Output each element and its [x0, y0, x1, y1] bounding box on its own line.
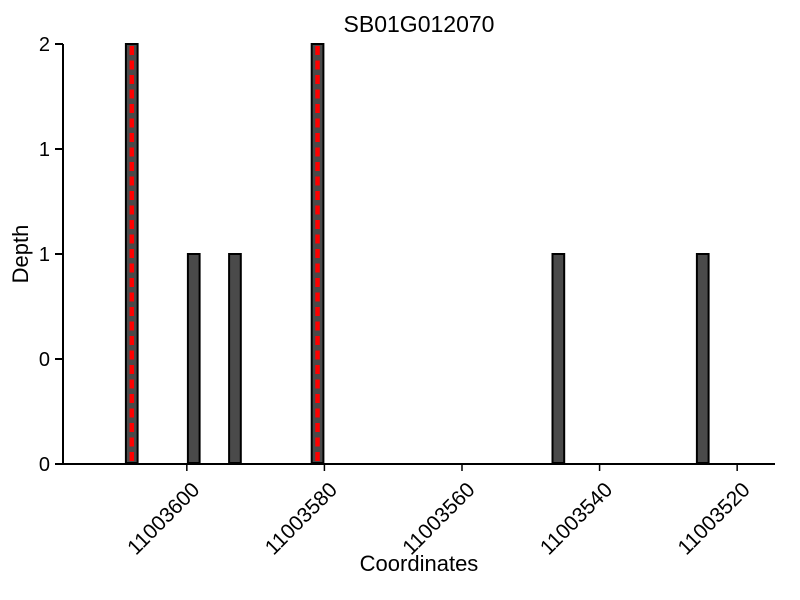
coverage-bar — [228, 253, 242, 464]
y-tick-label: 1 — [39, 244, 50, 266]
y-tick-label: 2 — [39, 34, 50, 56]
x-tick-label: 11003560 — [398, 478, 479, 559]
x-tick-label: 11003520 — [673, 478, 754, 559]
chart-title: SB01G012070 — [343, 11, 495, 37]
coverage-bar — [695, 253, 710, 464]
y-tick-label: 0 — [39, 454, 50, 476]
x-tick-label: 11003600 — [123, 478, 204, 559]
x-tick-label: 11003540 — [536, 478, 617, 559]
y-tick-label: 0 — [39, 349, 50, 371]
coverage-bar — [551, 253, 566, 464]
coverage-bar — [186, 253, 201, 464]
y-axis-label: Depth — [8, 224, 33, 284]
y-tick-label: 1 — [39, 139, 50, 161]
x-axis-label: Coordinates — [359, 551, 479, 576]
x-tick-label: 11003580 — [261, 478, 342, 559]
